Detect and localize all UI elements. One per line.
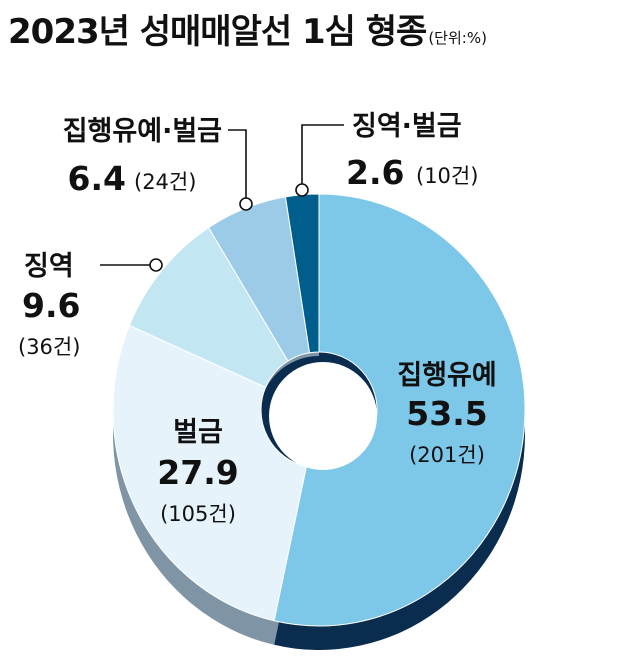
leader-line-jingyeok-beolgeum <box>301 124 344 190</box>
slice-value-beolgeum: 27.9 <box>157 453 238 492</box>
chart-title: 2023년 성매매알선 1심 형종 (단위:%) <box>8 4 487 53</box>
slice-count-jingyeok-beolgeum: (10건) <box>416 164 478 188</box>
donut-hole <box>269 362 377 470</box>
leader-dot-jingyeok-beolgeum <box>295 183 309 197</box>
label-leaders <box>100 124 344 272</box>
slice-jingyeok-beolgeum <box>284 193 320 354</box>
slice-label-jiphaengyuye-beolgeum: 집행유예·벌금 <box>63 116 222 147</box>
slice-jingyeok <box>128 226 289 388</box>
slice-label-jingyeok: 징역 <box>24 251 74 282</box>
slice-jiphaengyuye <box>273 193 526 627</box>
slice-label-jiphaengyuye: 집행유예 <box>397 360 496 391</box>
leader-dot-jingyeok <box>149 258 163 272</box>
slice-value-jiphaengyuye: 53.5 <box>406 394 487 433</box>
slice-value-jiphaengyuye-beolgeum: 6.4 <box>68 159 126 198</box>
slice-value-jingyeok: 9.6 <box>22 286 80 325</box>
unit-label: (단위:%) <box>428 29 487 47</box>
leader-line-jiphaengyuye-beolgeum <box>228 129 247 204</box>
leader-dot-jiphaengyuye-beolgeum <box>239 197 253 211</box>
title-text: 2023년 성매매알선 1심 형종 <box>8 12 427 52</box>
slice-label-jingyeok-beolgeum: 징역·벌금 <box>352 111 462 142</box>
slice-count-beolgeum: (105건) <box>160 502 236 526</box>
slice-count-jingyeok: (36건) <box>18 335 80 359</box>
chart-labels: 집행유예 53.5 (201건) 벌금 27.9 (105건) 징역 9.6 (… <box>18 111 497 526</box>
slice-count-jiphaengyuye: (201건) <box>409 443 485 467</box>
slice-beolgeum <box>112 324 307 622</box>
slice-count-jiphaengyuye-beolgeum: (24건) <box>134 170 196 194</box>
chart-slices <box>112 193 526 627</box>
slice-label-beolgeum: 벌금 <box>173 417 223 448</box>
slice-value-jingyeok-beolgeum: 2.6 <box>346 153 404 192</box>
